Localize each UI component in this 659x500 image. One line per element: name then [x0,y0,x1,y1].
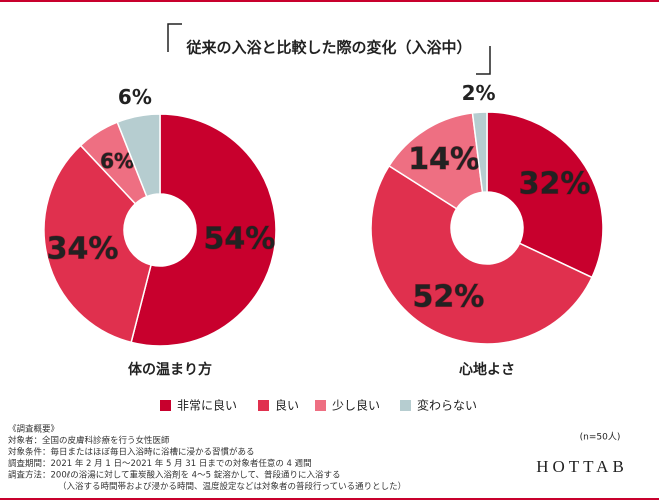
value-label: 6% [100,149,134,173]
pie-slice [471,111,488,194]
legend-swatch [315,400,326,411]
sample-size: (n=50人) [580,432,621,443]
pie-slice [388,112,484,210]
legend-label: 非常に良い [177,398,237,413]
title-bracket [167,23,182,52]
note: 対象条件：毎日またはほぼ毎日入浴時に浴槽に浸かる習慣がある [8,447,255,458]
note: 《調査概要》 [8,424,59,435]
value-label: 32% [519,167,591,202]
note: 対象者：全国の皮膚科診療を行う女性医師 [8,435,170,446]
chart-title: 従来の入浴と比較した際の変化（入浴中） [185,39,471,57]
pie-slice [370,164,593,345]
pie-title: 体の温まり方 [128,361,212,378]
pie-slice [43,144,152,344]
value-label: 52% [413,280,485,315]
value-label: 14% [408,142,480,177]
pie-slice [130,113,277,347]
note: （入浴する時間帯および浸かる時間、温度設定などは対象者の普段行っている通りとした… [58,481,406,492]
note: 調査方法：200ℓの浴湯に対して重炭酸入浴剤を 4〜5 錠溶かして、普段通りに入… [8,470,341,481]
legend-label: 良い [275,398,299,413]
pie-slice [116,113,161,198]
value-label: 54% [203,222,275,257]
value-label: 6% [118,85,152,109]
value-label: 2% [462,81,496,105]
legend-swatch [400,400,411,411]
pie-title: 心地よさ [459,361,515,378]
note: 調査期間：2021 年 2 月 1 日〜2021 年 5 月 31 日までの対象… [8,458,312,469]
legend-label: 変わらない [417,398,477,413]
title-bracket [476,46,491,75]
pie-slice [486,111,604,279]
legend-label: 少し良い [332,398,380,413]
value-label: 34% [47,231,119,266]
legend-swatch [258,400,269,411]
legend-swatch [160,400,171,411]
brand: HOTTAB [536,457,628,476]
